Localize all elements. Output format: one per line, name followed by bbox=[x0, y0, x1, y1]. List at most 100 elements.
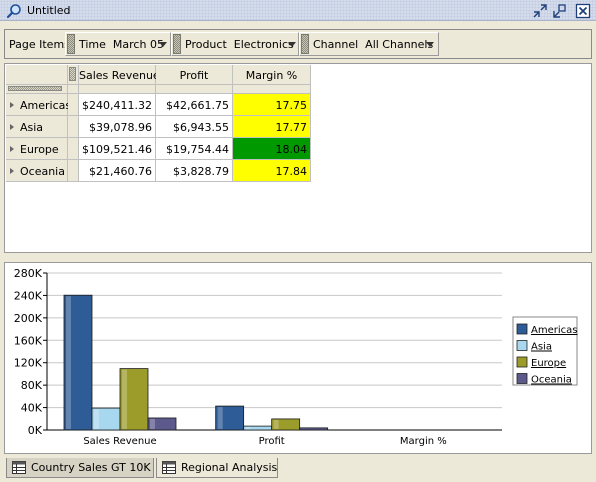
table-cell[interactable]: $39,078.96 bbox=[79, 116, 156, 138]
close-icon[interactable] bbox=[574, 2, 591, 19]
table-cell[interactable]: $19,754.44 bbox=[156, 138, 233, 160]
bar-highlight bbox=[273, 419, 279, 429]
bar-americas bbox=[215, 405, 245, 431]
column-header-label: Margin % bbox=[245, 69, 298, 82]
legend-label: Europe bbox=[531, 358, 566, 369]
chevron-down-icon[interactable] bbox=[426, 42, 434, 47]
splitter[interactable] bbox=[4, 256, 592, 261]
row-header-label: Europe bbox=[20, 143, 59, 156]
column-header-margin[interactable]: Margin % bbox=[233, 65, 311, 85]
y-tick-label: 0K bbox=[28, 424, 43, 437]
tab-regional-analysis[interactable]: Regional Analysis bbox=[156, 458, 278, 478]
drag-handle-icon[interactable] bbox=[301, 34, 309, 54]
cell-value: $6,943.55 bbox=[173, 121, 229, 134]
bar-highlight bbox=[217, 407, 223, 429]
page-item-time[interactable]: Time March 05 bbox=[65, 32, 171, 56]
worksheet-icon bbox=[162, 461, 176, 474]
row-resize-handle[interactable] bbox=[68, 138, 79, 160]
tab-label: Regional Analysis bbox=[181, 461, 278, 474]
column-resize-handle[interactable] bbox=[156, 85, 233, 94]
worksheet-icon bbox=[12, 461, 26, 474]
y-tick-label: 280K bbox=[14, 267, 43, 280]
table-cell-margin[interactable]: 18.04 bbox=[233, 138, 311, 160]
x-tick-label: Margin % bbox=[400, 436, 447, 447]
cell-value: $3,828.79 bbox=[173, 165, 229, 178]
expand-arrow-icon[interactable] bbox=[10, 124, 14, 130]
y-tick-label: 160K bbox=[14, 334, 43, 347]
legend-swatch bbox=[516, 373, 528, 384]
page-item-value: Electronics bbox=[233, 38, 294, 51]
cell-value: $21,460.76 bbox=[89, 165, 152, 178]
column-resize-handle[interactable] bbox=[79, 85, 156, 94]
bar-chart: 0K 40K 80K 120K 160K 200K 240K 280K Sales Revenu… bbox=[14, 267, 578, 447]
page-item-channel[interactable]: Channel All Channels bbox=[299, 32, 439, 56]
column-header-sales-revenue[interactable]: Sales Revenue bbox=[79, 65, 160, 85]
table-cell[interactable]: $3,828.79 bbox=[156, 160, 233, 182]
drag-handle-icon[interactable] bbox=[67, 34, 75, 54]
row-resize-handle[interactable] bbox=[68, 160, 79, 182]
y-tick-label: 240K bbox=[14, 289, 43, 302]
cell-value: 18.04 bbox=[275, 143, 308, 156]
search-icon bbox=[6, 3, 22, 19]
crosstab-corner bbox=[6, 65, 68, 85]
legend-swatch bbox=[516, 356, 528, 368]
expand-arrow-icon[interactable] bbox=[10, 168, 14, 174]
row-resize-handle[interactable] bbox=[68, 94, 79, 116]
tab-country-sales[interactable]: Country Sales GT 10K bbox=[6, 458, 154, 478]
row-header-label: Asia bbox=[20, 121, 44, 134]
restore-icon[interactable] bbox=[531, 2, 547, 18]
table-cell-margin[interactable]: 17.84 bbox=[233, 160, 311, 182]
table-cell[interactable]: $6,943.55 bbox=[156, 116, 233, 138]
drag-handle-icon[interactable] bbox=[8, 86, 62, 91]
expand-arrow-icon[interactable] bbox=[10, 146, 14, 152]
row-header-americas[interactable]: Americas bbox=[6, 94, 72, 116]
cell-value: $109,521.46 bbox=[82, 143, 152, 156]
column-resize-handle[interactable] bbox=[233, 85, 311, 94]
bar-highlight bbox=[94, 409, 99, 429]
bar-highlight bbox=[245, 427, 251, 429]
row-resize-handle[interactable] bbox=[68, 116, 79, 138]
legend-swatch bbox=[516, 323, 528, 335]
column-header-label: Sales Revenue bbox=[79, 69, 160, 82]
cell-value: $39,078.96 bbox=[89, 121, 152, 134]
page-item-dimension: Product bbox=[185, 38, 227, 51]
cell-value: 17.84 bbox=[275, 165, 308, 178]
column-handle[interactable] bbox=[68, 65, 79, 85]
bar-oceania bbox=[299, 427, 329, 431]
x-tick-label: Sales Revenue bbox=[83, 436, 156, 447]
chevron-down-icon[interactable] bbox=[159, 42, 167, 47]
row-header-oceania[interactable]: Oceania bbox=[6, 160, 68, 182]
table-cell-margin[interactable]: 17.75 bbox=[233, 94, 311, 116]
table-cell[interactable]: $42,661.75 bbox=[156, 94, 233, 116]
expand-arrow-icon[interactable] bbox=[10, 102, 14, 108]
page-items-bar: Page Items Time March 05 Product Electro… bbox=[4, 29, 592, 59]
y-tick-label: 40K bbox=[21, 402, 43, 415]
cell-value: 17.75 bbox=[275, 99, 308, 112]
page-item-value: March 05 bbox=[112, 38, 164, 51]
table-cell[interactable]: $240,411.32 bbox=[79, 94, 156, 116]
drag-handle-icon[interactable] bbox=[173, 34, 181, 54]
worksheet-tab-strip: Country Sales GT 10K Regional Analysis bbox=[0, 456, 596, 482]
chevron-down-icon[interactable] bbox=[288, 42, 296, 47]
y-tick-label: 120K bbox=[14, 357, 43, 370]
row-header-handle[interactable] bbox=[6, 85, 68, 94]
page-item-dimension: Time bbox=[79, 38, 106, 51]
table-cell[interactable]: $21,460.76 bbox=[79, 160, 156, 182]
row-header-europe[interactable]: Europe bbox=[6, 138, 68, 160]
drag-handle-icon[interactable] bbox=[69, 67, 76, 81]
cell-value: $19,754.44 bbox=[166, 143, 229, 156]
bar-oceania bbox=[147, 417, 177, 431]
column-header-profit[interactable]: Profit bbox=[156, 65, 233, 85]
row-header-asia[interactable]: Asia bbox=[6, 116, 68, 138]
table-cell-margin[interactable]: 17.77 bbox=[233, 116, 311, 138]
table-cell[interactable]: $109,521.46 bbox=[79, 138, 156, 160]
bar-highlight bbox=[150, 418, 155, 429]
row-header-label: Oceania bbox=[20, 165, 65, 178]
row-header-label: Americas bbox=[20, 99, 72, 112]
crosstab-corner-spacer bbox=[68, 85, 79, 94]
y-tick-label: 80K bbox=[21, 379, 43, 392]
cell-value: $42,661.75 bbox=[166, 99, 229, 112]
page-item-product[interactable]: Product Electronics bbox=[171, 32, 299, 56]
minimize-icon[interactable] bbox=[550, 2, 566, 18]
x-tick-label: Profit bbox=[259, 436, 285, 447]
